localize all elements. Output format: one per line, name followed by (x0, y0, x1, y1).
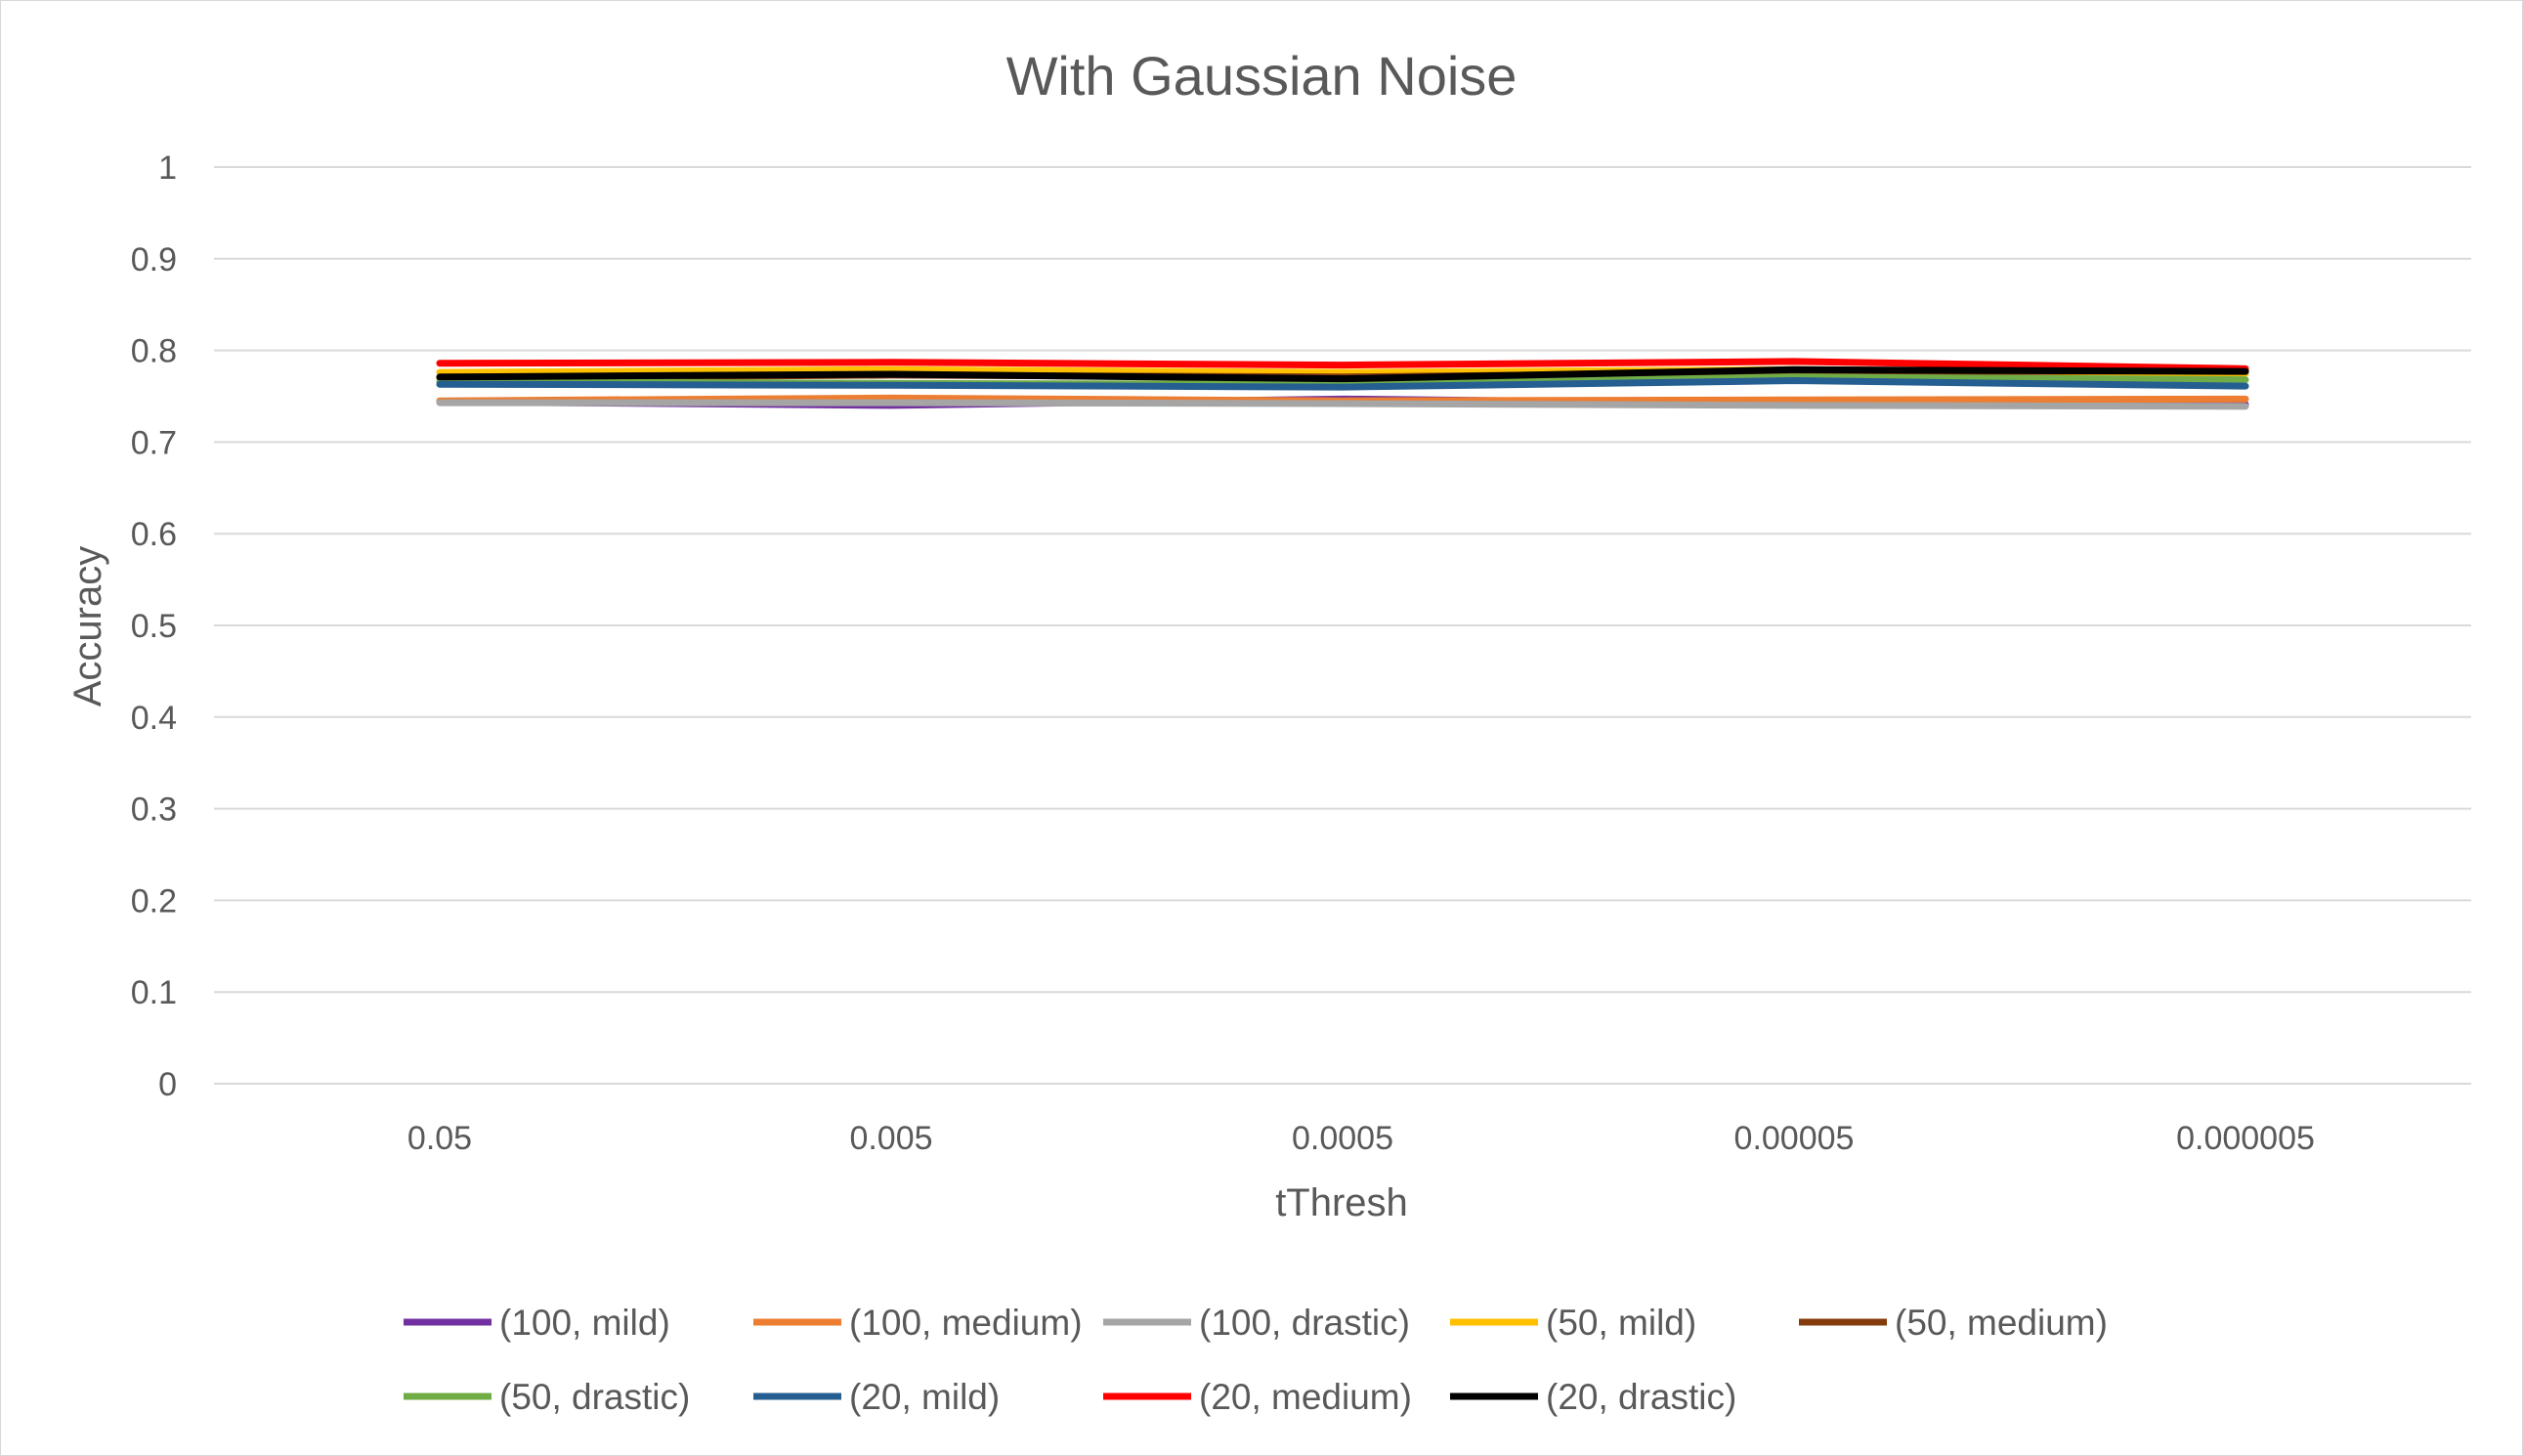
y-axis-ticks: 0 0.1 0.2 0.3 0.4 0.5 0.6 0.7 0.8 0.9 1 (131, 150, 177, 1103)
x-tick-label: 0.000005 (2176, 1120, 2315, 1157)
gridlines (214, 166, 2471, 1085)
y-tick-label: 0.4 (131, 700, 177, 737)
legend-item: (100, medium) (753, 1303, 1083, 1343)
legend-item: (50, medium) (1799, 1303, 2108, 1343)
y-tick-label: 0.1 (131, 974, 177, 1011)
legend-label: (20, drastic) (1546, 1377, 1736, 1417)
legend-label: (50, drastic) (499, 1377, 690, 1417)
y-tick-label: 0.7 (131, 424, 177, 461)
legend-item: (20, drastic) (1450, 1377, 1736, 1417)
x-axis-ticks: 0.05 0.005 0.0005 0.00005 0.000005 (407, 1120, 2315, 1157)
y-tick-label: 0.3 (131, 792, 177, 829)
y-tick-label: 0 (158, 1066, 177, 1103)
series-line (436, 377, 2249, 391)
x-tick-label: 0.05 (407, 1120, 472, 1157)
legend-label: (100, drastic) (1199, 1303, 1410, 1343)
legend-label: (20, mild) (849, 1377, 1000, 1417)
x-tick-label: 0.0005 (1292, 1120, 1393, 1157)
legend-item: (50, mild) (1450, 1303, 1696, 1343)
y-tick-label: 0.6 (131, 516, 177, 553)
y-axis-title: Accuracy (66, 546, 109, 707)
x-tick-label: 0.005 (849, 1120, 932, 1157)
legend-item: (20, medium) (1103, 1377, 1412, 1417)
series-lines (436, 358, 2249, 410)
legend-label: (100, medium) (849, 1303, 1083, 1343)
legend-item: (20, mild) (753, 1377, 1000, 1417)
legend-label: (100, mild) (499, 1303, 670, 1343)
y-tick-label: 0.5 (131, 608, 177, 645)
x-axis-title: tThresh (1275, 1181, 1408, 1224)
x-tick-label: 0.00005 (1734, 1120, 1855, 1157)
y-tick-label: 0.8 (131, 333, 177, 370)
chart-title: With Gaussian Noise (1006, 45, 1518, 107)
y-tick-label: 0.2 (131, 882, 177, 920)
legend-label: (50, mild) (1546, 1303, 1696, 1343)
y-tick-label: 1 (158, 150, 177, 187)
legend: (100, mild) (100, medium) (100, drastic) (5… (404, 1303, 2108, 1417)
legend-label: (50, medium) (1895, 1303, 2108, 1343)
legend-item: (100, mild) (404, 1303, 670, 1343)
legend-item: (50, drastic) (404, 1377, 690, 1417)
series-line (436, 399, 2249, 410)
series-line (436, 365, 2249, 383)
y-tick-label: 0.9 (131, 241, 177, 278)
legend-label: (20, medium) (1199, 1377, 1412, 1417)
legend-item: (100, drastic) (1103, 1303, 1410, 1343)
series-line (436, 358, 2249, 372)
